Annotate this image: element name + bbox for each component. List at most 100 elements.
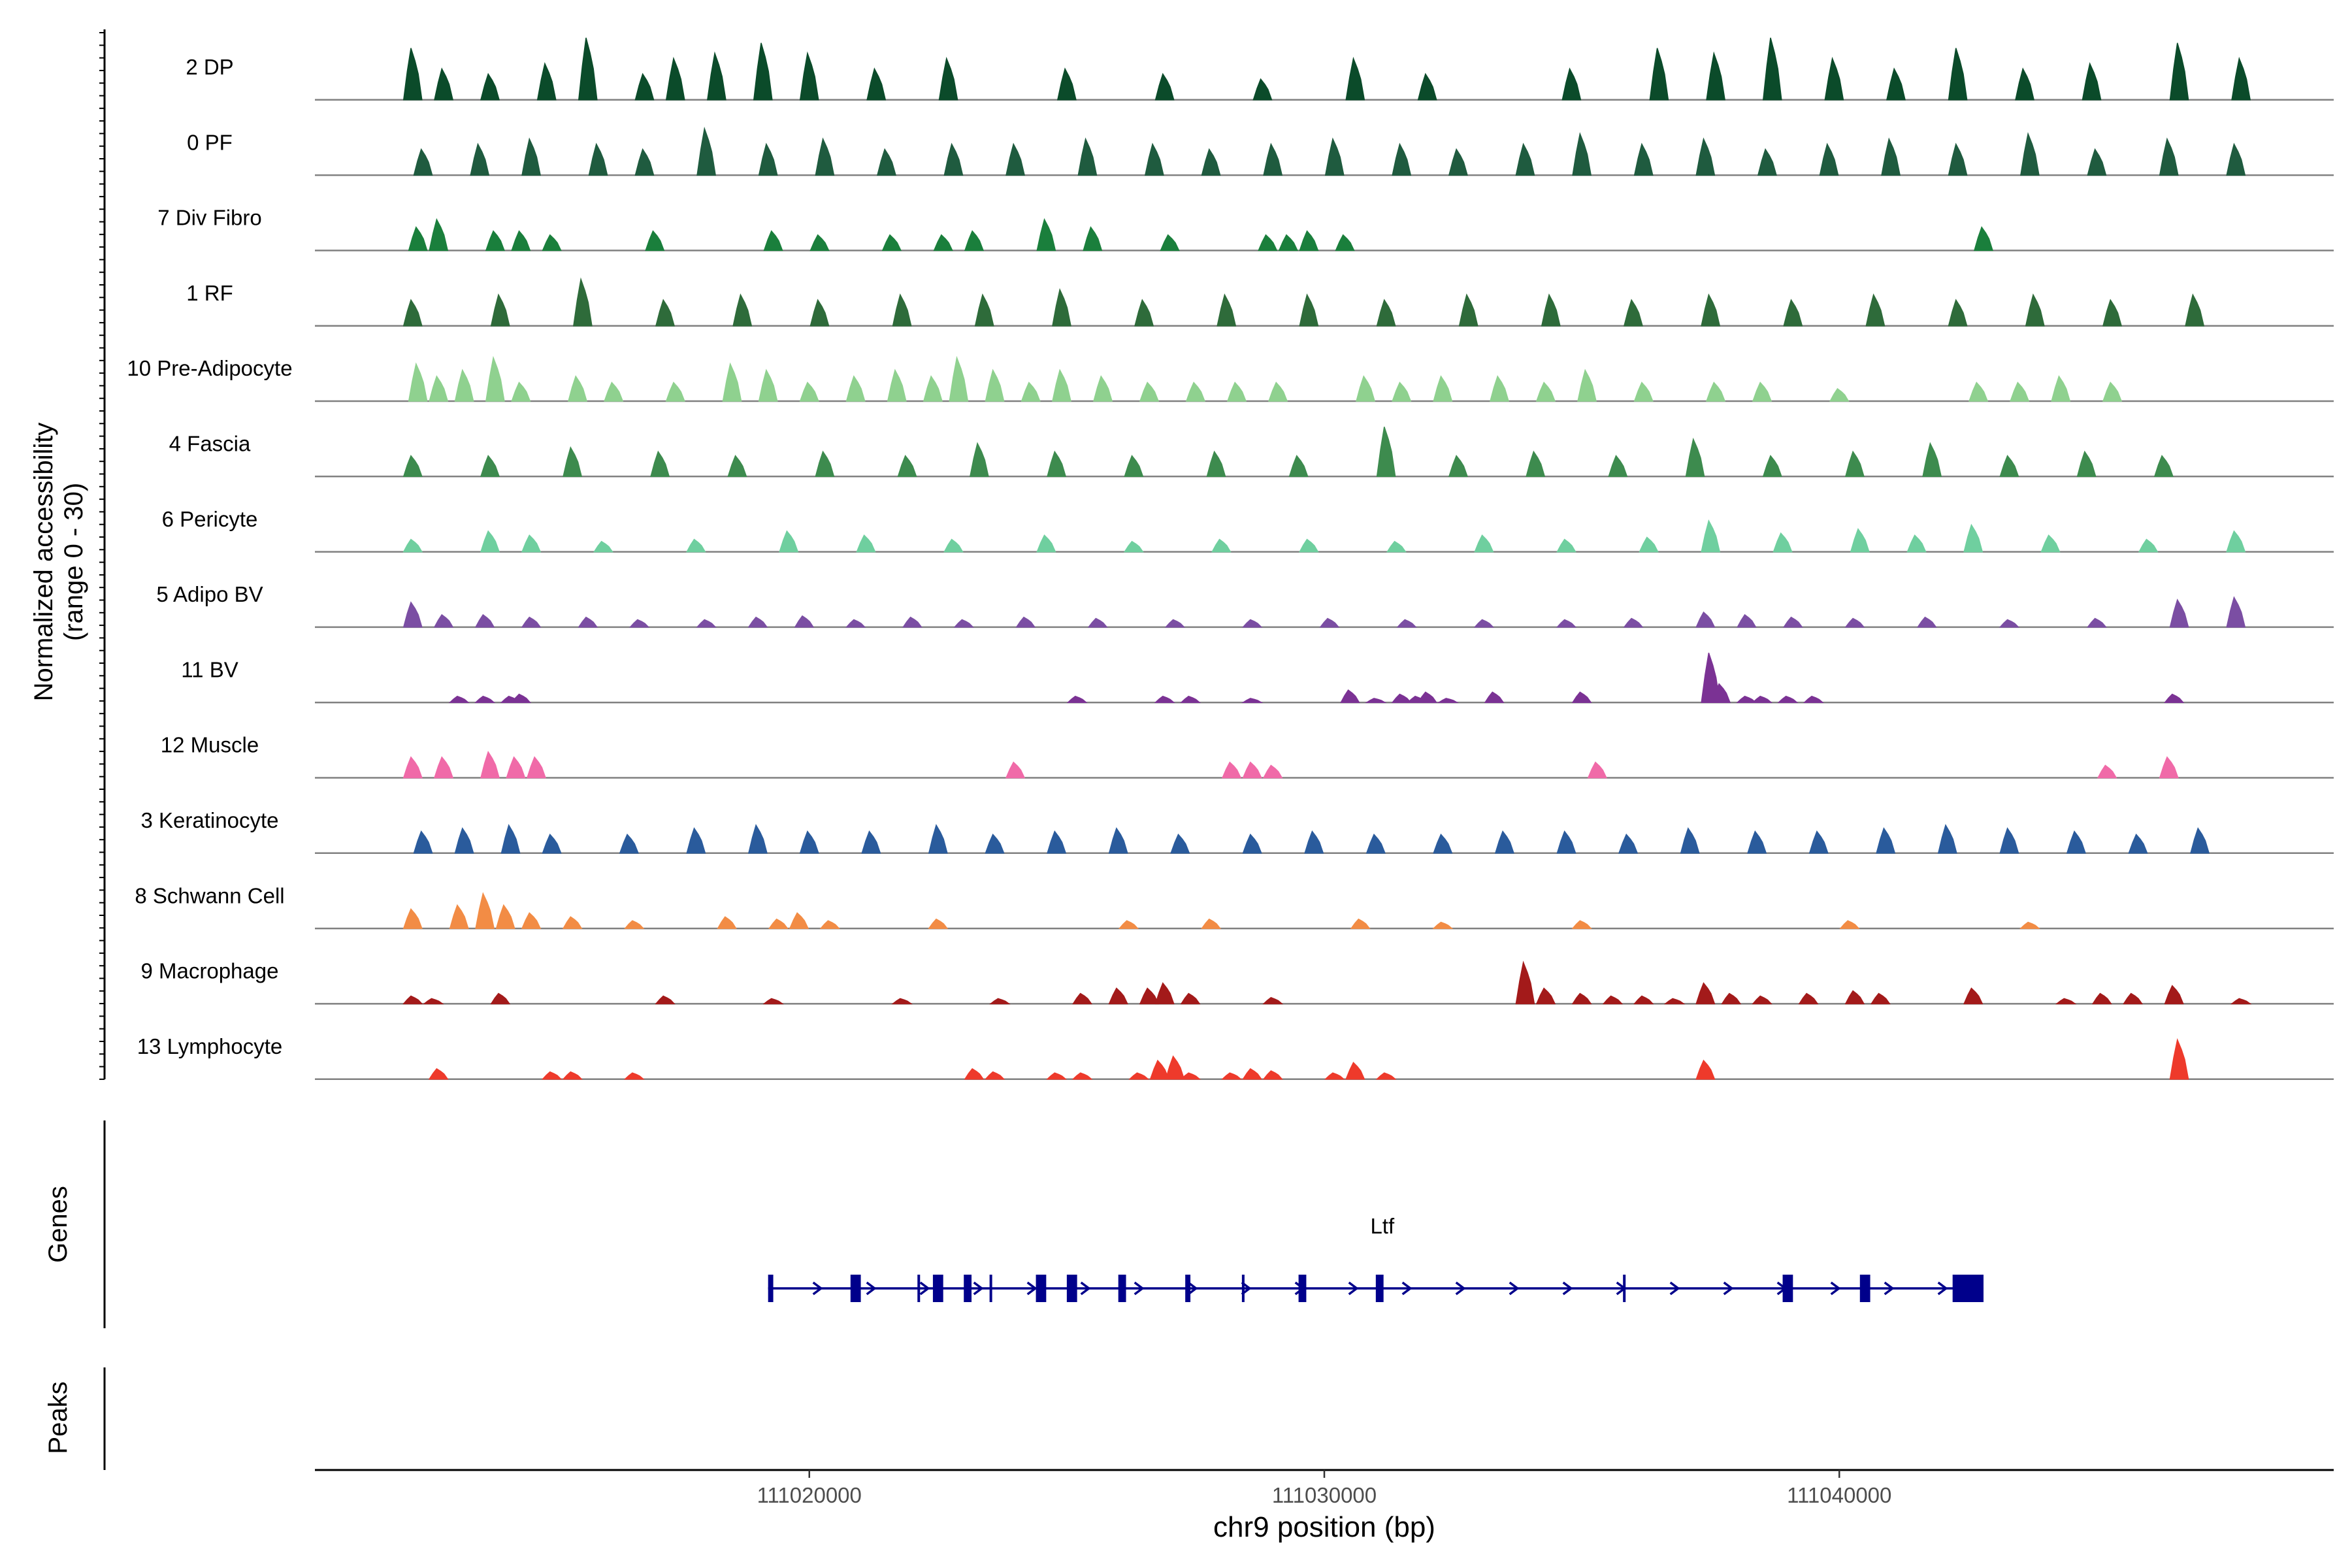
track-0-pf: 0 PF — [187, 126, 2334, 176]
strand-arrow — [1455, 1281, 1466, 1296]
coverage-peak — [490, 992, 511, 1005]
coverage-peak — [1685, 437, 1705, 478]
coverage-peak — [1118, 920, 1139, 929]
coverage-peak — [2169, 1038, 2189, 1080]
gene-ltf: Ltf — [768, 1214, 1984, 1302]
coverage-peak — [1798, 992, 1819, 1005]
coverage-peak — [1180, 695, 1201, 703]
coverage-peak — [686, 538, 706, 553]
track-label: 5 Adipo BV — [156, 582, 263, 606]
coverage-peak — [758, 142, 778, 176]
coverage-peak — [1752, 995, 1772, 1005]
track-label: 12 Muscle — [161, 733, 259, 757]
coverage-peak — [717, 916, 737, 929]
coverage-peak — [480, 751, 500, 779]
strand-arrow — [1080, 1281, 1091, 1296]
coverage-peak — [1963, 987, 1984, 1005]
coverage-peak — [1710, 683, 1731, 703]
coverage-peak — [2123, 992, 2144, 1005]
gene-exon — [1118, 1275, 1126, 1302]
coverage-peak — [1206, 450, 1226, 478]
coverage-peak — [2087, 148, 2107, 176]
coverage-peak — [1278, 234, 1299, 252]
coverage-peak — [542, 234, 562, 252]
track-5-adipo-bv: 5 Adipo BV — [156, 582, 2334, 629]
coverage-peak — [1052, 368, 1071, 402]
coverage-peak — [809, 234, 830, 252]
coverage-peak — [1639, 536, 1659, 553]
coverage-peak — [1258, 234, 1278, 252]
coverage-peak — [1263, 142, 1283, 176]
gene-exon — [964, 1275, 972, 1302]
coverage-peak — [1999, 619, 2020, 628]
coverage-peak — [2190, 827, 2210, 854]
coverage-peak — [1375, 1072, 1397, 1080]
coverage-peak — [1803, 695, 1824, 703]
coverage-peak — [1005, 142, 1025, 176]
coverage-peak — [758, 368, 778, 402]
coverage-peak — [1299, 230, 1319, 252]
track-3-keratinocyte: 3 Keratinocyte — [141, 808, 2334, 855]
coverage-peak — [1154, 982, 1175, 1005]
coverage-peak — [964, 230, 985, 252]
coverage-peak — [696, 126, 716, 176]
strand-arrow — [1669, 1281, 1680, 1296]
coverage-peak — [2025, 293, 2045, 327]
coverage-peak — [753, 42, 773, 101]
coverage-peak — [1252, 78, 1273, 101]
coverage-peak — [1437, 698, 1460, 703]
coverage-peak — [1608, 455, 1628, 478]
coverage-peak — [1154, 695, 1175, 703]
coverage-peak — [969, 442, 989, 478]
track-label: 6 Pericyte — [162, 507, 258, 531]
coverage-peak — [506, 756, 526, 779]
coverage-peak — [779, 530, 799, 553]
track-10-pre-adipocyte: 10 Pre-Adipocyte — [127, 355, 2334, 402]
coverage-peak — [1844, 450, 1865, 478]
coverage-peak — [974, 293, 994, 327]
coverage-peak — [2055, 998, 2077, 1005]
gene-exon — [850, 1275, 861, 1302]
coverage-peak — [402, 995, 423, 1005]
coverage-peak — [1535, 987, 1556, 1005]
coverage-peak — [568, 375, 588, 402]
gene-exon — [768, 1275, 774, 1302]
strand-arrow — [1026, 1281, 1037, 1296]
coverage-peak — [1036, 534, 1056, 553]
coverage-peak — [2159, 756, 2179, 779]
coverage-peak — [495, 904, 515, 929]
coverage-peak — [429, 218, 449, 252]
coverage-peak — [634, 73, 655, 101]
coverage-peak — [1164, 619, 1186, 628]
coverage-peak — [1144, 142, 1164, 176]
strand-arrow — [1134, 1281, 1145, 1296]
track-9-macrophage: 9 Macrophage — [141, 959, 2334, 1005]
coverage-peak — [892, 293, 912, 327]
gene-exon — [1036, 1275, 1047, 1302]
coverage-peak — [856, 534, 876, 553]
coverage-peak — [1701, 519, 1721, 553]
coverage-peak — [686, 827, 706, 854]
coverage-peak — [1737, 613, 1757, 628]
coverage-peak — [2138, 538, 2159, 553]
coverage-peak — [2020, 132, 2040, 176]
coverage-peak — [542, 833, 562, 854]
strand-arrow — [1562, 1281, 1573, 1296]
coverage-peak — [1242, 761, 1262, 779]
coverage-peak — [402, 756, 423, 779]
coverage-peak — [623, 1072, 645, 1080]
coverage-peak — [1948, 299, 1968, 327]
coverage-peak — [1663, 998, 1686, 1005]
coverage-peak — [2076, 450, 2097, 478]
coverage-peak — [928, 824, 948, 854]
coverage-peak — [861, 830, 881, 854]
coverage-peak — [475, 892, 495, 929]
coverage-peak — [1747, 830, 1767, 854]
coverage-peak — [2086, 617, 2108, 628]
coverage-peak — [984, 1071, 1005, 1080]
coverage-y-axis: Normalized accessibility(range 0 - 30) — [29, 29, 106, 1080]
coverage-peak — [1721, 992, 1742, 1005]
gene-name-label: Ltf — [1370, 1214, 1395, 1238]
coverage-peak — [1448, 455, 1469, 478]
